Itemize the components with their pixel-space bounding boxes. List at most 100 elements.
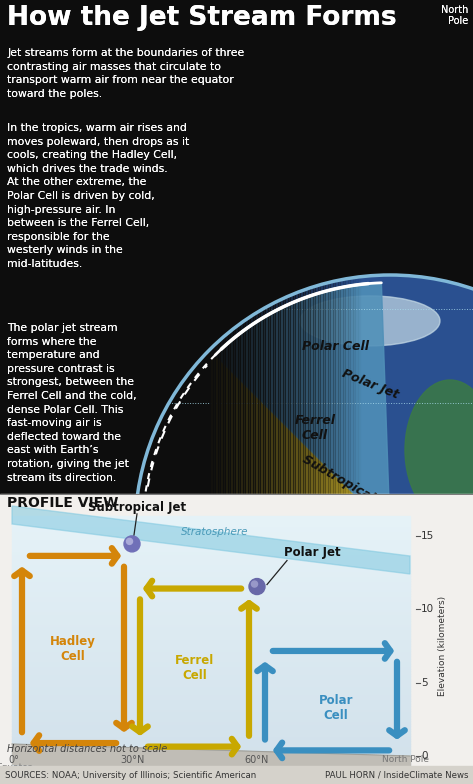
Text: Subtropical Jet: Subtropical Jet	[88, 501, 186, 514]
Bar	[300, 0, 303, 494]
Bar	[218, 0, 220, 494]
Text: 5: 5	[421, 677, 428, 688]
Bar	[303, 0, 305, 494]
Bar	[265, 0, 268, 494]
Circle shape	[249, 579, 265, 594]
Bar	[270, 0, 272, 494]
Bar	[237, 0, 240, 494]
Wedge shape	[158, 530, 390, 777]
Bar	[243, 0, 245, 494]
Text: Horizontal distances not to scale: Horizontal distances not to scale	[7, 744, 167, 754]
Polygon shape	[12, 506, 410, 574]
Bar	[257, 0, 260, 494]
Bar	[268, 0, 270, 494]
Bar	[240, 0, 243, 494]
Bar	[263, 0, 265, 494]
Bar	[313, 0, 315, 494]
Circle shape	[135, 275, 473, 784]
Text: Subtropical Jet: Subtropical Jet	[299, 452, 396, 516]
Text: Hadley
Cell: Hadley Cell	[280, 503, 329, 532]
Text: North
Pole: North Pole	[441, 5, 468, 26]
Bar	[292, 0, 295, 494]
Text: How the Jet Stream Forms: How the Jet Stream Forms	[7, 5, 397, 31]
Bar	[0, 494, 473, 784]
Bar	[348, 0, 350, 494]
Bar	[358, 0, 360, 494]
Bar	[290, 0, 292, 494]
Text: Polar Jet: Polar Jet	[284, 546, 340, 558]
Bar	[340, 0, 342, 494]
Bar	[245, 0, 247, 494]
Bar	[222, 0, 225, 494]
Text: The polar jet stream
forms where the
temperature and
pressure contrast is
strong: The polar jet stream forms where the tem…	[7, 323, 137, 483]
Bar	[260, 0, 263, 494]
Text: 10: 10	[421, 604, 434, 614]
Text: 30°N: 30°N	[120, 756, 144, 765]
Bar	[330, 0, 333, 494]
Bar	[323, 0, 325, 494]
Bar	[355, 0, 358, 494]
Circle shape	[126, 539, 132, 544]
Bar	[253, 0, 255, 494]
Text: PROFILE VIEW: PROFILE VIEW	[7, 496, 118, 510]
Text: The polar jet stream
forms where the
temperature and
pressure contrast is
strong: The polar jet stream forms where the tem…	[7, 323, 137, 483]
Text: 15: 15	[421, 531, 434, 541]
Text: North
Pole: North Pole	[441, 5, 468, 26]
Bar	[352, 0, 355, 494]
Ellipse shape	[405, 380, 473, 520]
Ellipse shape	[440, 510, 473, 590]
Bar	[235, 0, 237, 494]
Bar	[295, 0, 298, 494]
Bar	[298, 0, 300, 494]
Bar	[310, 0, 313, 494]
Bar	[342, 0, 345, 494]
Bar	[0, 0, 210, 784]
Bar	[320, 0, 323, 494]
Bar	[315, 0, 317, 494]
Text: Ferrel
Cell: Ferrel Cell	[175, 654, 214, 681]
Bar	[230, 0, 233, 494]
Bar	[247, 0, 250, 494]
Text: In the tropics, warm air rises and
moves poleward, then drops as it
cools, creat: In the tropics, warm air rises and moves…	[7, 123, 189, 269]
Bar	[233, 0, 235, 494]
Circle shape	[124, 536, 140, 552]
Text: Polar Cell: Polar Cell	[301, 340, 368, 353]
Ellipse shape	[300, 296, 440, 346]
Text: How the Jet Stream Forms: How the Jet Stream Forms	[7, 5, 397, 31]
Circle shape	[252, 581, 257, 587]
Text: SOURCES: NOAA; University of Illinois; Scientific American: SOURCES: NOAA; University of Illinois; S…	[5, 771, 256, 779]
Wedge shape	[215, 283, 390, 530]
Text: PAUL HORN / InsideClimate News: PAUL HORN / InsideClimate News	[324, 771, 468, 779]
Text: Jet streams form at the boundaries of three
contrasting air masses that circulat: Jet streams form at the boundaries of th…	[7, 48, 244, 99]
Bar	[250, 0, 253, 494]
Bar	[325, 0, 327, 494]
Bar	[285, 0, 288, 494]
Text: Equator: Equator	[0, 764, 32, 772]
Bar	[275, 0, 278, 494]
Text: In the tropics, warm air rises and
moves poleward, then drops as it
cools, creat: In the tropics, warm air rises and moves…	[7, 123, 189, 269]
Text: Jet streams form at the boundaries of three
contrasting air masses that circulat: Jet streams form at the boundaries of th…	[7, 48, 244, 99]
Bar	[288, 0, 290, 494]
Wedge shape	[143, 355, 390, 615]
Bar	[210, 0, 212, 494]
Text: 0°: 0°	[9, 756, 19, 765]
Bar	[255, 0, 257, 494]
Bar	[278, 0, 280, 494]
Text: 0: 0	[421, 751, 428, 760]
Text: Hadley
Cell: Hadley Cell	[50, 636, 96, 663]
Text: Ferrel
Cell: Ferrel Cell	[295, 414, 335, 442]
Bar	[225, 0, 228, 494]
Bar	[307, 0, 310, 494]
Bar	[317, 0, 320, 494]
Text: Polar
Cell: Polar Cell	[319, 694, 353, 721]
Text: Polar Jet: Polar Jet	[340, 368, 400, 402]
Bar	[338, 0, 340, 494]
Bar	[305, 0, 307, 494]
Text: 60°N: 60°N	[245, 756, 269, 765]
Bar	[0, 766, 473, 784]
Bar	[350, 0, 352, 494]
Bar	[345, 0, 348, 494]
Bar	[220, 0, 222, 494]
Bar	[272, 0, 275, 494]
Bar	[280, 0, 282, 494]
